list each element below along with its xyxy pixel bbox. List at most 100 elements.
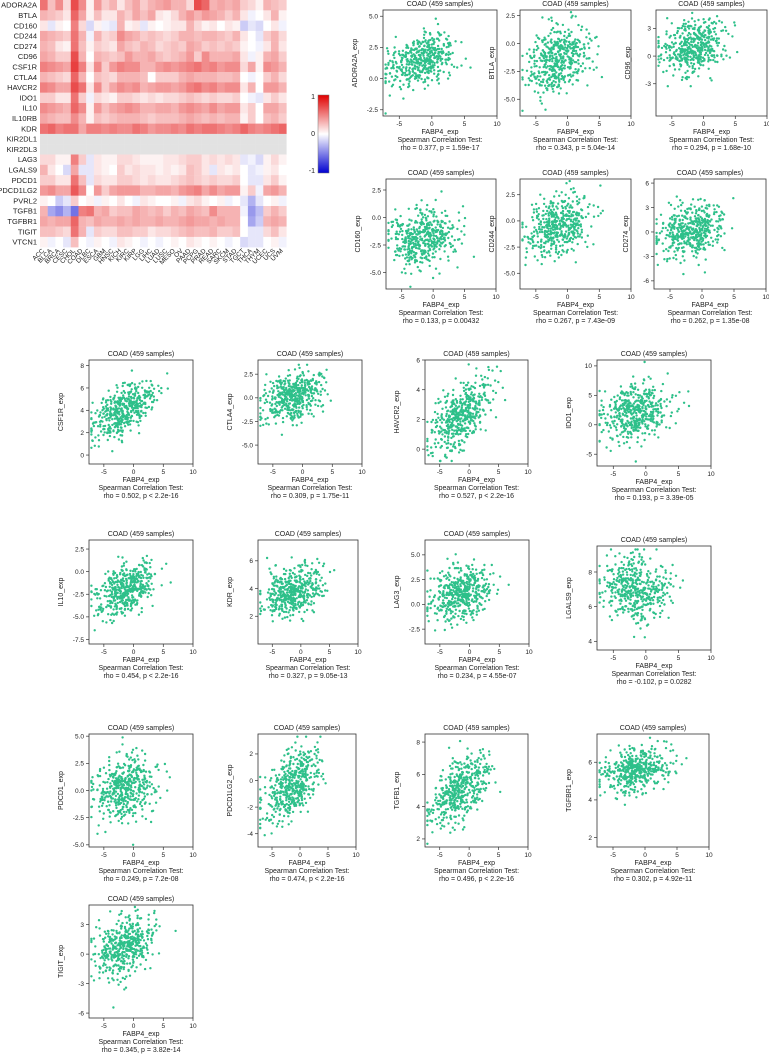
y-tick-label: 2.5 — [506, 192, 515, 199]
data-point — [655, 223, 657, 225]
data-point — [555, 81, 557, 83]
heatmap-cell — [148, 165, 156, 176]
data-point — [581, 209, 583, 211]
data-point — [276, 385, 278, 387]
data-point — [432, 252, 434, 254]
data-point — [577, 68, 579, 70]
heatmap-cell — [40, 62, 48, 73]
heatmap-cell — [171, 155, 179, 166]
data-point — [537, 241, 539, 243]
data-point — [539, 96, 541, 98]
heatmap-cell — [117, 155, 125, 166]
heatmap-cell — [225, 93, 233, 104]
data-point — [669, 222, 671, 224]
data-point — [294, 383, 296, 385]
data-point — [684, 57, 686, 59]
data-point — [427, 84, 429, 86]
data-point — [699, 248, 701, 250]
data-point — [302, 407, 304, 409]
data-point — [557, 51, 559, 53]
heatmap-cell — [240, 113, 248, 124]
data-point — [521, 110, 523, 112]
heatmap-cell — [217, 155, 225, 166]
heatmap-cell — [148, 21, 156, 32]
data-point — [90, 418, 92, 420]
data-point — [441, 212, 443, 214]
data-point — [703, 211, 705, 213]
heatmap-cell — [171, 165, 179, 176]
data-point — [717, 234, 719, 236]
heatmap-cell — [171, 72, 179, 83]
heatmap-cell — [55, 21, 63, 32]
heatmap-cell — [271, 82, 279, 93]
data-point — [424, 245, 426, 247]
data-point — [433, 73, 435, 75]
heatmap-cell — [240, 227, 248, 238]
data-point — [276, 405, 278, 407]
heatmap-cell — [233, 124, 241, 135]
heatmap-cell — [102, 134, 110, 145]
data-point — [676, 32, 678, 34]
data-point — [445, 415, 447, 417]
y-axis-label: CSF1R_exp — [58, 393, 65, 431]
data-point — [303, 374, 305, 376]
data-point — [458, 424, 460, 426]
data-point — [554, 231, 556, 233]
heatmap-cell — [40, 52, 48, 63]
heatmap-cell — [179, 93, 187, 104]
data-point — [404, 74, 406, 76]
data-point — [689, 242, 691, 244]
data-point — [681, 32, 683, 34]
data-point — [431, 46, 433, 48]
heatmap-cell — [156, 72, 164, 83]
heatmap-cell — [71, 134, 79, 145]
data-point — [562, 225, 564, 227]
heatmap-cell — [109, 185, 117, 196]
heatmap-cell — [102, 0, 110, 11]
heatmap-cell — [248, 196, 256, 207]
data-point — [107, 439, 109, 441]
data-point — [432, 64, 434, 66]
data-point — [573, 249, 575, 251]
heatmap-cell — [117, 52, 125, 63]
data-point — [110, 403, 112, 405]
heatmap-cell — [71, 0, 79, 11]
data-point — [668, 246, 670, 248]
data-point — [99, 411, 101, 413]
data-point — [708, 57, 710, 59]
data-point — [533, 49, 535, 51]
heatmap-cell — [109, 21, 117, 32]
heatmap-cell — [256, 155, 264, 166]
x-tick-label: 5 — [463, 294, 467, 301]
heatmap-cell — [163, 62, 171, 73]
data-point — [420, 57, 422, 59]
data-point — [713, 56, 715, 58]
data-point — [561, 220, 563, 222]
data-point — [670, 46, 672, 48]
heatmap-cell — [248, 216, 256, 227]
heatmap-cell — [79, 72, 87, 83]
heatmap-cell — [240, 155, 248, 166]
data-point — [401, 234, 403, 236]
y-tick-label: 0 — [80, 452, 84, 459]
data-point — [590, 225, 592, 227]
heatmap-cell — [109, 206, 117, 217]
heatmap-cell — [171, 185, 179, 196]
y-tick-label: 0.0 — [369, 76, 378, 83]
heatmap-row-label: CD244 — [14, 32, 37, 41]
data-point — [481, 399, 483, 401]
data-point — [415, 247, 417, 249]
data-point — [408, 219, 410, 221]
heatmap-cell — [194, 103, 202, 114]
data-point — [545, 218, 547, 220]
data-point — [539, 100, 541, 102]
heatmap-cell — [225, 124, 233, 135]
data-point — [422, 41, 424, 43]
data-point — [271, 409, 273, 411]
data-point — [120, 427, 122, 429]
heatmap-cell — [233, 82, 241, 93]
data-point — [601, 76, 603, 78]
data-point — [123, 422, 125, 424]
heatmap-cell — [171, 124, 179, 135]
data-point — [539, 231, 541, 233]
